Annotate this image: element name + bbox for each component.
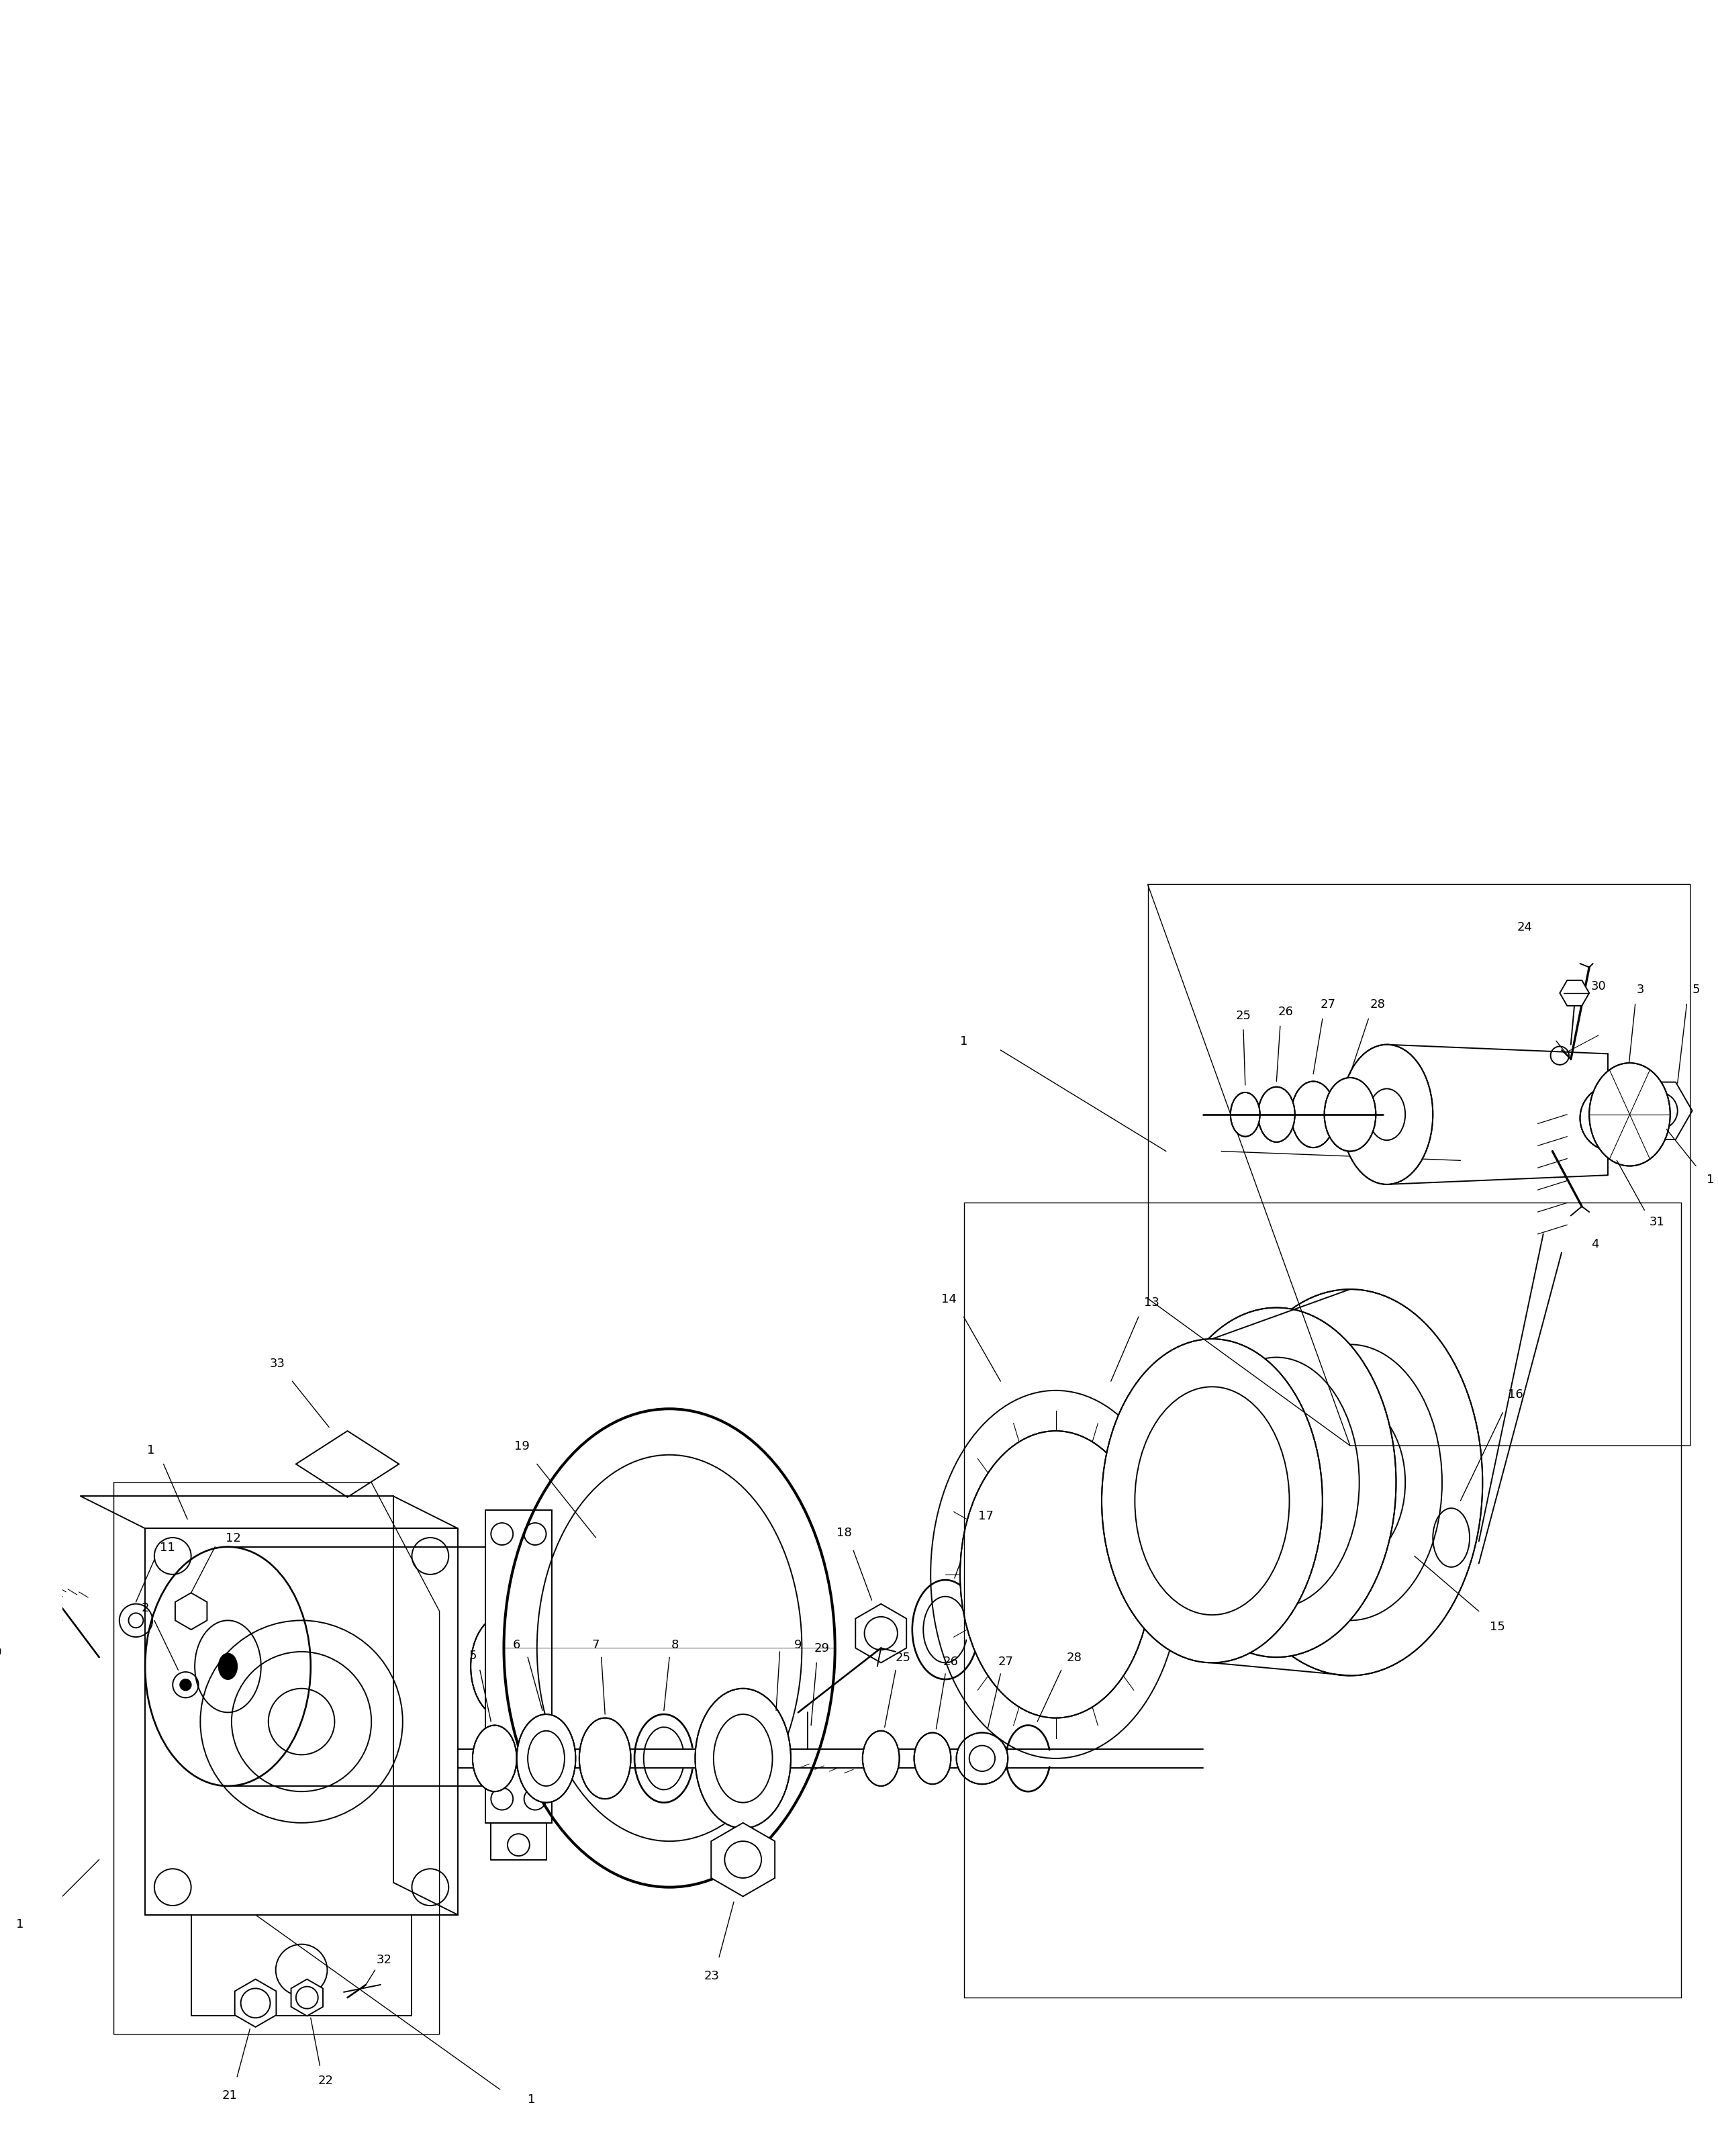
Polygon shape	[235, 1979, 277, 2027]
Ellipse shape	[1325, 1078, 1376, 1151]
Text: 28: 28	[1369, 998, 1385, 1011]
Text: 14: 14	[941, 1294, 957, 1304]
Ellipse shape	[1230, 1093, 1259, 1136]
Text: 12: 12	[225, 1531, 241, 1544]
Text: 30: 30	[1591, 981, 1606, 992]
Ellipse shape	[1340, 1046, 1433, 1184]
Text: 25: 25	[895, 1651, 911, 1664]
Text: 9: 9	[794, 1639, 802, 1651]
Text: 10: 10	[0, 1645, 2, 1658]
Text: 31: 31	[1649, 1216, 1665, 1227]
Ellipse shape	[517, 1714, 576, 1802]
Ellipse shape	[914, 1733, 950, 1785]
Text: 21: 21	[222, 2089, 237, 2102]
Text: 16: 16	[1508, 1388, 1524, 1401]
Ellipse shape	[1581, 1084, 1646, 1151]
Text: 18: 18	[837, 1526, 852, 1539]
Text: 28: 28	[1067, 1651, 1082, 1664]
Text: 5: 5	[469, 1649, 476, 1662]
Text: 7: 7	[593, 1639, 600, 1651]
Text: 19: 19	[515, 1440, 529, 1451]
Text: 32: 32	[376, 1953, 392, 1964]
Polygon shape	[856, 1604, 907, 1662]
Text: 27: 27	[1319, 998, 1335, 1011]
Ellipse shape	[696, 1688, 790, 1828]
Text: 2: 2	[141, 1602, 149, 1613]
Ellipse shape	[471, 1615, 538, 1718]
Polygon shape	[711, 1824, 775, 1897]
Text: 8: 8	[672, 1639, 679, 1651]
Polygon shape	[1560, 981, 1589, 1007]
Polygon shape	[290, 1979, 323, 2016]
Ellipse shape	[862, 1731, 899, 1785]
Text: 15: 15	[1490, 1619, 1505, 1632]
Polygon shape	[486, 1509, 551, 1824]
Text: 29: 29	[814, 1643, 830, 1654]
Text: 26: 26	[943, 1656, 959, 1667]
Ellipse shape	[960, 1432, 1151, 1718]
Ellipse shape	[579, 1718, 631, 1798]
Text: 1: 1	[960, 1035, 967, 1048]
Ellipse shape	[1218, 1289, 1483, 1675]
Ellipse shape	[957, 1733, 1008, 1785]
Polygon shape	[1625, 1082, 1692, 1141]
Text: 3: 3	[1637, 983, 1644, 996]
Ellipse shape	[218, 1654, 237, 1680]
Text: 33: 33	[270, 1356, 285, 1369]
Text: 23: 23	[704, 1971, 720, 1981]
Text: 26: 26	[1278, 1005, 1294, 1018]
Ellipse shape	[1292, 1082, 1335, 1147]
Text: 1: 1	[1706, 1173, 1715, 1186]
Ellipse shape	[1258, 1087, 1295, 1143]
Text: 13: 13	[1144, 1296, 1160, 1309]
Text: 5: 5	[1692, 983, 1699, 996]
Text: 6: 6	[514, 1639, 521, 1651]
Ellipse shape	[472, 1725, 517, 1792]
Text: 22: 22	[318, 2074, 333, 2087]
Text: 24: 24	[1517, 921, 1532, 934]
Ellipse shape	[1589, 1063, 1670, 1166]
Ellipse shape	[1156, 1309, 1397, 1658]
Text: 1: 1	[146, 1445, 155, 1455]
Ellipse shape	[180, 1680, 191, 1690]
Ellipse shape	[1101, 1339, 1323, 1662]
Text: 4: 4	[1591, 1238, 1599, 1250]
Text: 1: 1	[15, 1919, 24, 1930]
Text: 25: 25	[1235, 1009, 1251, 1022]
Text: 17: 17	[978, 1509, 993, 1522]
Polygon shape	[175, 1593, 208, 1630]
Text: 1: 1	[527, 2093, 536, 2104]
Text: 11: 11	[160, 1542, 175, 1552]
Text: 27: 27	[998, 1656, 1014, 1667]
